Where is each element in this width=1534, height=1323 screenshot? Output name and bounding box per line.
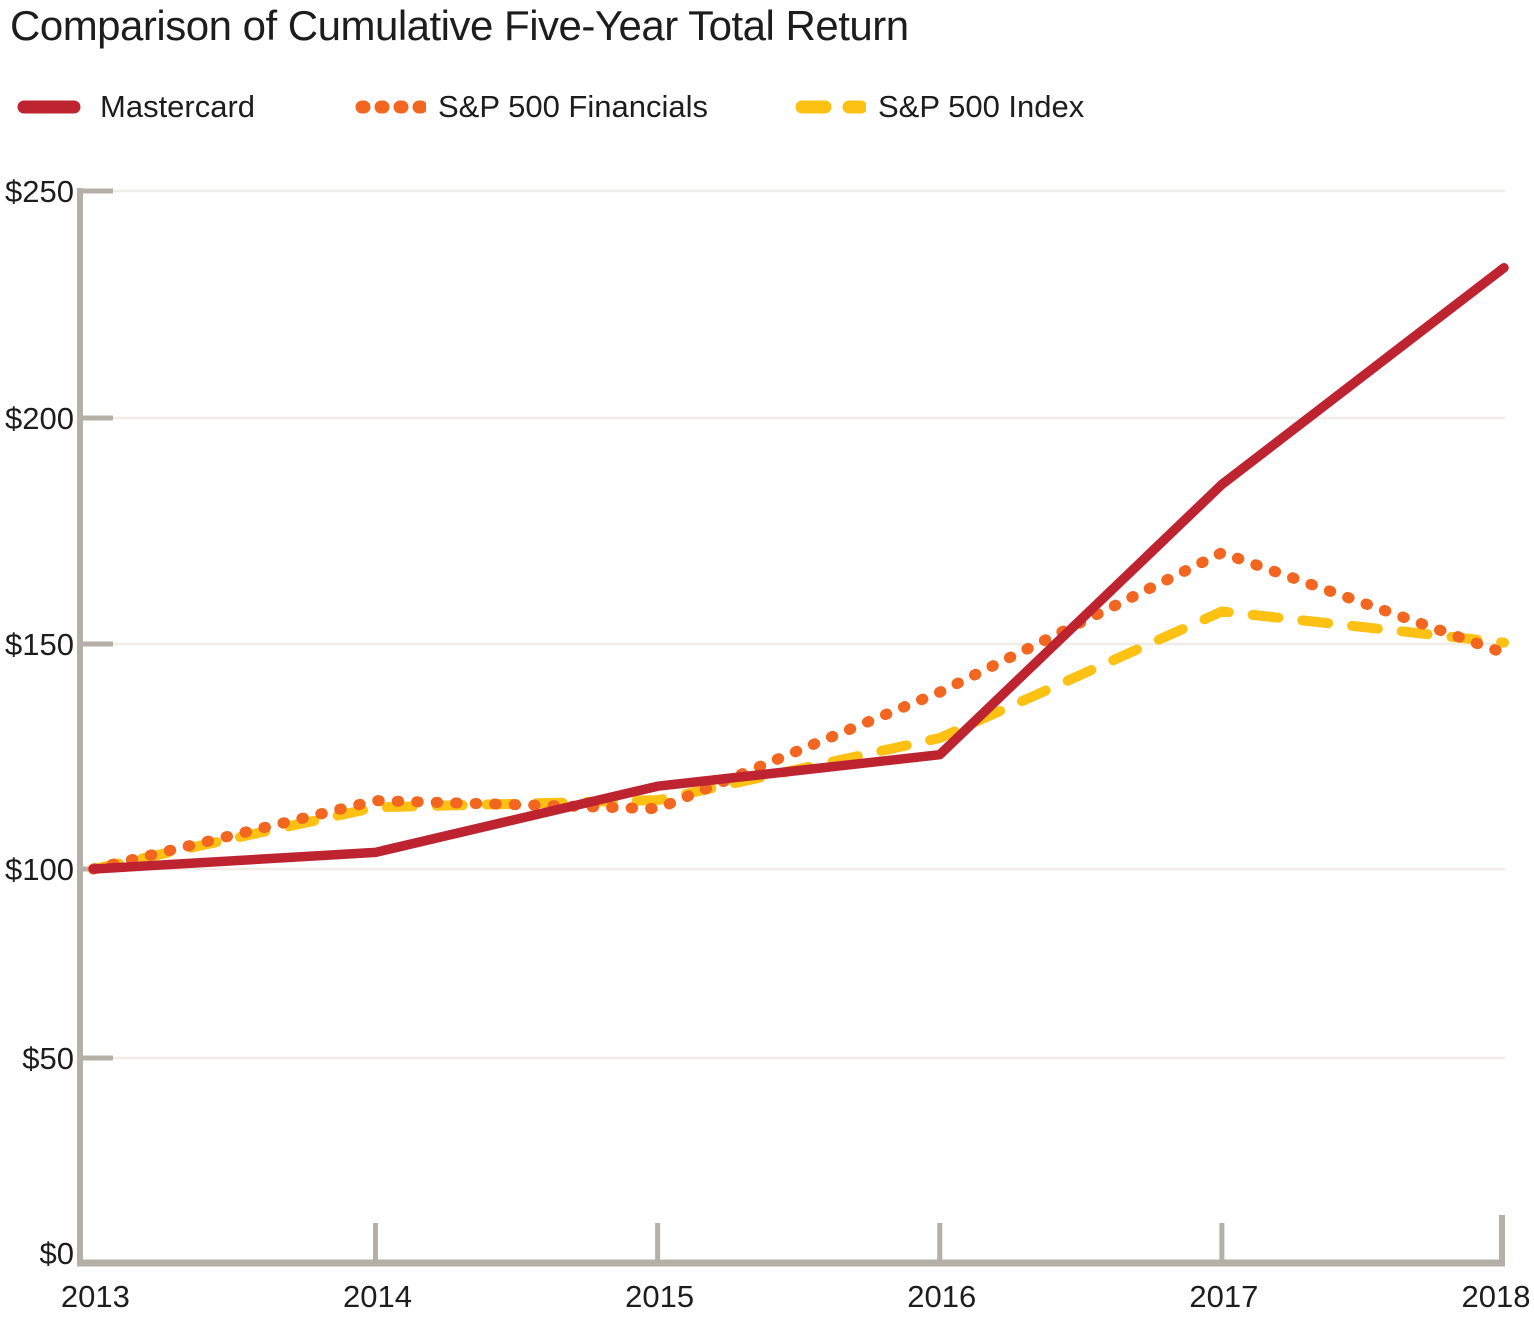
x-tick-label: 2015	[625, 1279, 694, 1314]
chart-legend: Mastercard S&P 500 Financials S&P 500 In…	[0, 88, 1534, 126]
y-tick-label: $150	[5, 627, 74, 662]
y-tick-label: $200	[5, 401, 74, 436]
y-tick-label: $250	[5, 174, 74, 209]
legend-label-sp500-index: S&P 500 Index	[878, 89, 1085, 124]
x-tick-label: 2014	[343, 1279, 412, 1314]
series-line-mastercard	[88, 262, 1509, 874]
chart-title: Comparison of Cumulative Five-Year Total…	[10, 2, 909, 49]
legend-item-sp500-financials: S&P 500 Financials	[352, 88, 708, 126]
y-tick-label: $100	[5, 852, 74, 887]
x-tick-label: 2013	[61, 1279, 130, 1314]
legend-item-sp500-index: S&P 500 Index	[792, 88, 1084, 126]
series-line-s-p-500-index	[88, 606, 1509, 874]
x-tick-label: 2018	[1462, 1279, 1531, 1314]
series-line-s-p-500-financials	[87, 547, 1510, 875]
legend-label-mastercard: Mastercard	[100, 89, 256, 124]
legend-label-sp500-financials: S&P 500 Financials	[438, 89, 708, 124]
x-tick-label: 2017	[1189, 1279, 1258, 1314]
legend-item-mastercard: Mastercard	[14, 88, 255, 126]
mastercard-solid-line-swatch-icon	[17, 100, 81, 114]
x-tick-label: 2016	[907, 1279, 976, 1314]
sp500-index-dashed-line-swatch-icon	[795, 100, 866, 114]
y-tick-label: $0	[40, 1236, 74, 1271]
y-tick-label: $50	[22, 1041, 74, 1076]
